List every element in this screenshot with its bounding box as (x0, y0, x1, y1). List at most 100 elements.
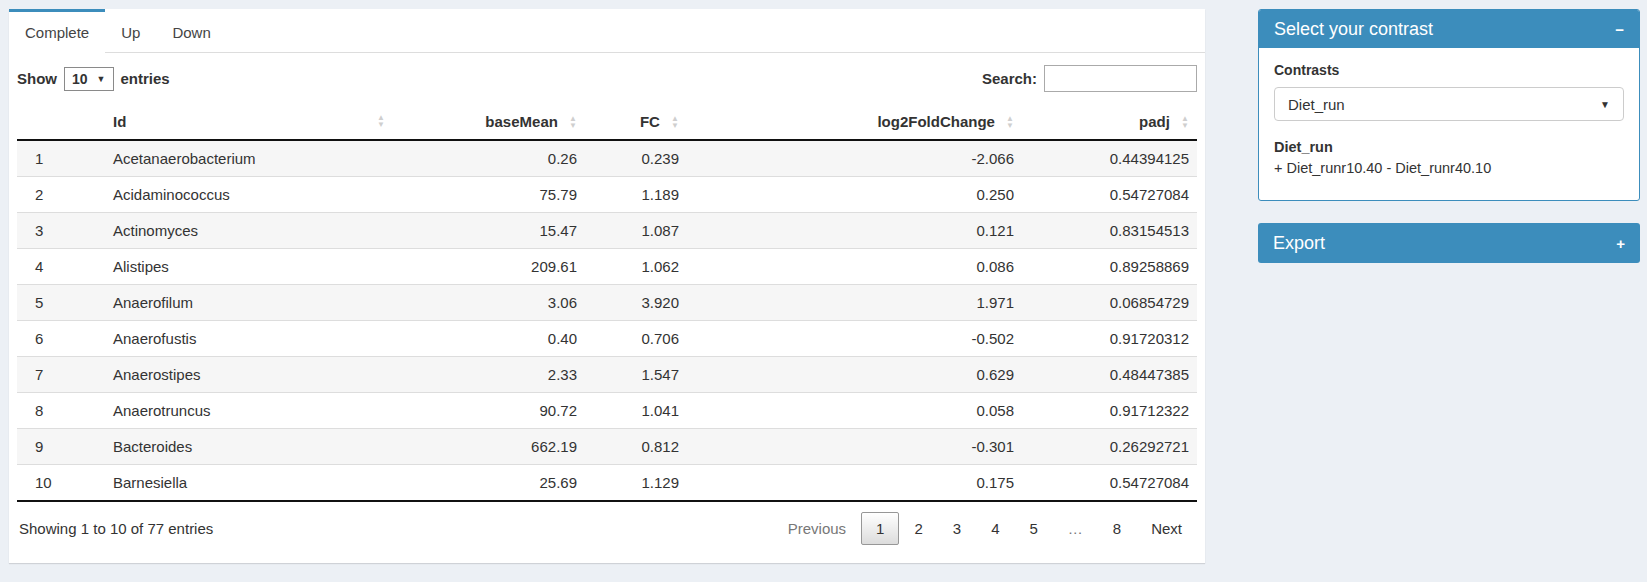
cell-log2foldchange: -0.301 (687, 429, 1022, 465)
cell-log2foldchange: 0.250 (687, 177, 1022, 213)
cell-padj: 0.83154513 (1022, 213, 1197, 249)
column-label: FC (640, 113, 660, 130)
cell-index: 3 (17, 213, 105, 249)
cell-id: Actinomyces (105, 213, 395, 249)
cell-id: Anaerofustis (105, 321, 395, 357)
contrast-panel-header: Select your contrast − (1259, 10, 1639, 48)
cell-padj: 0.44394125 (1022, 140, 1197, 177)
cell-fc: 1.062 (585, 249, 687, 285)
cell-id: Anaerostipes (105, 357, 395, 393)
column-label: padj (1139, 113, 1170, 130)
search-input[interactable] (1044, 65, 1197, 92)
cell-log2foldchange: 0.175 (687, 465, 1022, 502)
page-button-next[interactable]: Next (1136, 512, 1197, 545)
page-button-previous[interactable]: Previous (773, 512, 861, 545)
sort-icon: ▲▼ (377, 115, 385, 129)
column-header-log2foldchange[interactable]: log2FoldChange ▲▼ (687, 104, 1022, 140)
page-button-5[interactable]: 5 (1014, 512, 1052, 545)
contrasts-select-value: Diet_run (1288, 96, 1345, 113)
cell-basemean: 0.26 (395, 140, 585, 177)
cell-id: Bacteroides (105, 429, 395, 465)
tab-complete[interactable]: Complete (9, 9, 105, 53)
table-row[interactable]: 4Alistipes209.611.0620.0860.89258869 (17, 249, 1197, 285)
page-button-2[interactable]: 2 (899, 512, 937, 545)
cell-padj: 0.26292721 (1022, 429, 1197, 465)
contrast-panel-body: Contrasts Diet_run ▼ Diet_run + Diet_run… (1259, 48, 1639, 200)
page-length-select[interactable]: 10 ▼ (64, 67, 114, 91)
contrast-panel: Select your contrast − Contrasts Diet_ru… (1258, 9, 1640, 201)
pagination: Previous12345…8Next (773, 512, 1197, 545)
table-row[interactable]: 2Acidaminococcus75.791.1890.2500.5472708… (17, 177, 1197, 213)
page-button-4[interactable]: 4 (976, 512, 1014, 545)
cell-padj: 0.54727084 (1022, 177, 1197, 213)
show-label: Show (17, 70, 57, 87)
cell-index: 2 (17, 177, 105, 213)
search-label: Search: (982, 70, 1037, 87)
cell-fc: 1.189 (585, 177, 687, 213)
tab-up[interactable]: Up (105, 9, 156, 52)
cell-padj: 0.89258869 (1022, 249, 1197, 285)
sidebar-right: Select your contrast − Contrasts Diet_ru… (1258, 9, 1640, 263)
page-length-control: Show 10 ▼ entries (17, 67, 170, 91)
table-row[interactable]: 5Anaerofilum3.063.9201.9710.06854729 (17, 285, 1197, 321)
results-card: Complete Up Down Show 10 ▼ entries Searc… (9, 9, 1205, 563)
column-label: log2FoldChange (877, 113, 995, 130)
page-length-value: 10 (72, 71, 88, 87)
contrasts-select[interactable]: Diet_run ▼ (1274, 87, 1624, 121)
table-row[interactable]: 1Acetanaerobacterium0.260.239-2.0660.443… (17, 140, 1197, 177)
cell-index: 10 (17, 465, 105, 502)
export-panel-header[interactable]: Export + (1258, 223, 1640, 263)
cell-index: 1 (17, 140, 105, 177)
cell-basemean: 90.72 (395, 393, 585, 429)
page-button-8[interactable]: 8 (1098, 512, 1136, 545)
column-header-basemean[interactable]: baseMean ▲▼ (395, 104, 585, 140)
tab-down[interactable]: Down (156, 9, 226, 52)
tab-bar: Complete Up Down (9, 9, 1205, 53)
cell-padj: 0.54727084 (1022, 465, 1197, 502)
cell-id: Acetanaerobacterium (105, 140, 395, 177)
contrast-formula: + Diet_runr10.40 - Diet_runr40.10 (1274, 160, 1624, 176)
table-row[interactable]: 6Anaerofustis0.400.706-0.5020.91720312 (17, 321, 1197, 357)
cell-index: 8 (17, 393, 105, 429)
cell-index: 5 (17, 285, 105, 321)
table-info: Showing 1 to 10 of 77 entries (17, 520, 213, 537)
column-label: Id (113, 113, 126, 130)
caret-down-icon: ▼ (97, 74, 106, 84)
cell-basemean: 3.06 (395, 285, 585, 321)
cell-log2foldchange: 0.121 (687, 213, 1022, 249)
datatable-wrapper: Show 10 ▼ entries Search: Id ▲▼ (9, 53, 1205, 559)
expand-icon[interactable]: + (1616, 236, 1625, 251)
contrast-panel-title: Select your contrast (1274, 19, 1433, 40)
caret-down-icon: ▼ (1600, 99, 1610, 110)
cell-fc: 0.239 (585, 140, 687, 177)
table-row[interactable]: 7Anaerostipes2.331.5470.6290.48447385 (17, 357, 1197, 393)
cell-log2foldchange: 0.629 (687, 357, 1022, 393)
cell-index: 7 (17, 357, 105, 393)
column-header-index[interactable] (17, 104, 105, 140)
column-header-fc[interactable]: FC ▲▼ (585, 104, 687, 140)
cell-basemean: 209.61 (395, 249, 585, 285)
cell-id: Acidaminococcus (105, 177, 395, 213)
cell-fc: 1.041 (585, 393, 687, 429)
sort-icon: ▲▼ (671, 116, 679, 130)
column-header-id[interactable]: Id ▲▼ (105, 104, 395, 140)
table-row[interactable]: 9Bacteroides662.190.812-0.3010.26292721 (17, 429, 1197, 465)
cell-fc: 0.706 (585, 321, 687, 357)
cell-id: Anaerofilum (105, 285, 395, 321)
sort-icon: ▲▼ (1181, 116, 1189, 130)
table-row[interactable]: 8Anaerotruncus90.721.0410.0580.91712322 (17, 393, 1197, 429)
cell-index: 6 (17, 321, 105, 357)
cell-basemean: 0.40 (395, 321, 585, 357)
page-button-3[interactable]: 3 (938, 512, 976, 545)
page-button-1[interactable]: 1 (861, 512, 899, 545)
cell-log2foldchange: -2.066 (687, 140, 1022, 177)
column-label: baseMean (485, 113, 558, 130)
table-row[interactable]: 10Barnesiella25.691.1290.1750.54727084 (17, 465, 1197, 502)
collapse-icon[interactable]: − (1615, 22, 1624, 37)
cell-log2foldchange: -0.502 (687, 321, 1022, 357)
cell-basemean: 662.19 (395, 429, 585, 465)
sort-icon: ▲▼ (1006, 116, 1014, 130)
table-row[interactable]: 3Actinomyces15.471.0870.1210.83154513 (17, 213, 1197, 249)
column-header-padj[interactable]: padj ▲▼ (1022, 104, 1197, 140)
cell-fc: 0.812 (585, 429, 687, 465)
